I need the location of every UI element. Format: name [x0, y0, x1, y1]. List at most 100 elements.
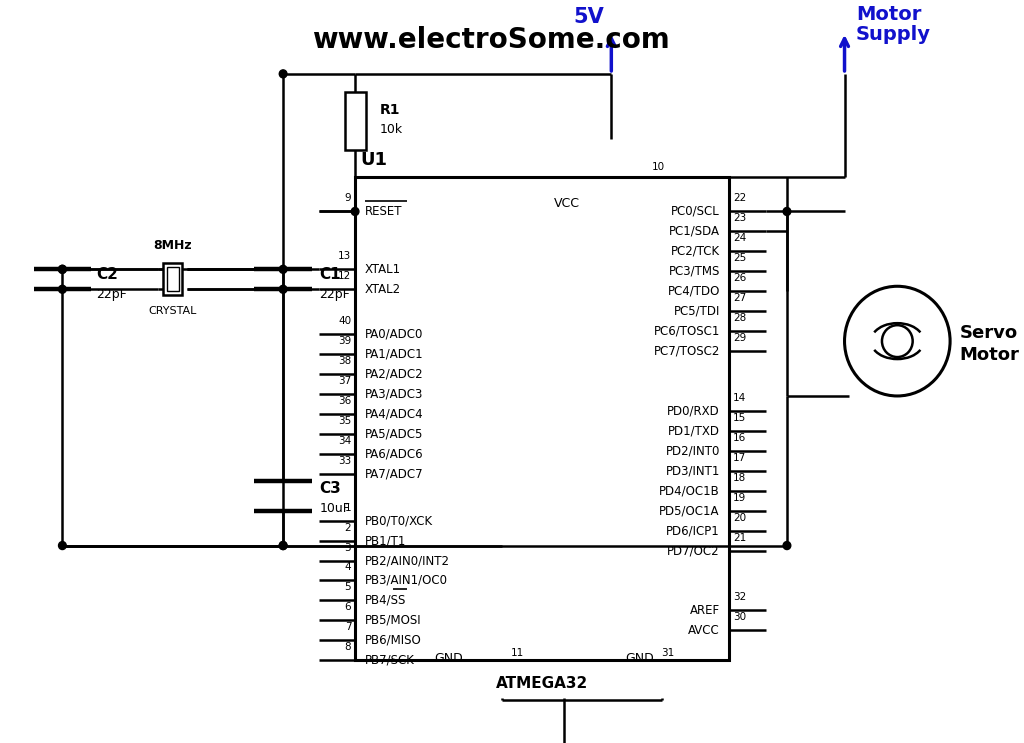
- Text: PA4/ADC4: PA4/ADC4: [365, 407, 423, 421]
- Text: 31: 31: [662, 648, 675, 658]
- Text: CRYSTAL: CRYSTAL: [148, 306, 197, 317]
- Text: PB5/MOSI: PB5/MOSI: [365, 614, 421, 627]
- Text: PA1/ADC1: PA1/ADC1: [365, 348, 423, 360]
- Text: 33: 33: [338, 455, 351, 466]
- Text: 18: 18: [733, 473, 746, 483]
- Text: PC3/TMS: PC3/TMS: [669, 265, 720, 278]
- Text: 37: 37: [338, 376, 351, 386]
- Text: PB6/MISO: PB6/MISO: [365, 634, 422, 647]
- Text: 4: 4: [345, 562, 351, 572]
- Text: 7: 7: [345, 623, 351, 632]
- Text: 32: 32: [733, 592, 746, 603]
- Text: 3: 3: [345, 542, 351, 553]
- Text: AREF: AREF: [689, 604, 720, 617]
- Text: 39: 39: [338, 336, 351, 346]
- Text: PB7/SCK: PB7/SCK: [365, 654, 415, 666]
- Text: 22pF: 22pF: [96, 288, 127, 301]
- Text: 11: 11: [511, 648, 524, 658]
- Text: Motor: Motor: [959, 346, 1020, 364]
- Text: AVCC: AVCC: [688, 624, 720, 637]
- Text: Motor: Motor: [856, 5, 922, 24]
- Text: PD2/INT0: PD2/INT0: [666, 444, 720, 457]
- Text: PA6/ADC6: PA6/ADC6: [365, 447, 423, 461]
- Bar: [167, 267, 178, 291]
- Text: VCC: VCC: [554, 196, 580, 210]
- Bar: [355, 177, 729, 661]
- Circle shape: [58, 285, 67, 293]
- Text: PC4/TDO: PC4/TDO: [668, 285, 720, 298]
- Text: 15: 15: [733, 413, 746, 423]
- Circle shape: [783, 207, 791, 215]
- Text: C3: C3: [319, 481, 341, 496]
- Bar: [163, 263, 182, 295]
- Text: 35: 35: [338, 416, 351, 426]
- Text: C1: C1: [319, 267, 341, 282]
- Text: PD4/OC1B: PD4/OC1B: [659, 484, 720, 497]
- Text: www.electroSome.com: www.electroSome.com: [312, 26, 671, 54]
- Circle shape: [845, 286, 950, 396]
- Text: 13: 13: [338, 251, 351, 262]
- Text: 34: 34: [338, 436, 351, 446]
- Circle shape: [58, 265, 67, 273]
- Text: R1: R1: [380, 103, 400, 117]
- Text: PB0/T0/XCK: PB0/T0/XCK: [365, 514, 433, 527]
- Text: PA2/ADC2: PA2/ADC2: [365, 368, 423, 380]
- Text: PD5/OC1A: PD5/OC1A: [659, 504, 720, 517]
- Text: PA5/ADC5: PA5/ADC5: [365, 427, 423, 441]
- Text: 1: 1: [345, 503, 351, 513]
- Text: 19: 19: [733, 493, 746, 503]
- Circle shape: [58, 542, 67, 550]
- Text: U1: U1: [359, 151, 387, 169]
- Text: 22: 22: [733, 193, 746, 204]
- Circle shape: [351, 207, 359, 215]
- Text: 40: 40: [338, 317, 351, 326]
- Text: RESET: RESET: [365, 205, 402, 218]
- Text: 36: 36: [338, 396, 351, 406]
- Text: 2: 2: [345, 522, 351, 533]
- Text: PC6/TOSC1: PC6/TOSC1: [653, 325, 720, 337]
- Text: PB3/AIN1/OC0: PB3/AIN1/OC0: [365, 574, 447, 587]
- Text: PC1/SDA: PC1/SDA: [669, 225, 720, 238]
- Text: PD3/INT1: PD3/INT1: [666, 464, 720, 477]
- Text: PD6/ICP1: PD6/ICP1: [666, 524, 720, 537]
- Text: PA0/ADC0: PA0/ADC0: [365, 328, 423, 340]
- Text: 16: 16: [733, 433, 746, 443]
- Text: XTAL1: XTAL1: [365, 263, 400, 276]
- Bar: [344, 92, 366, 149]
- Text: ATMEGA32: ATMEGA32: [496, 676, 589, 691]
- Text: 14: 14: [733, 393, 746, 403]
- Circle shape: [882, 325, 912, 357]
- Text: PB2/AIN0/INT2: PB2/AIN0/INT2: [365, 554, 450, 567]
- Text: 28: 28: [733, 313, 746, 323]
- Text: 8MHz: 8MHz: [154, 239, 193, 252]
- Text: 5: 5: [345, 583, 351, 592]
- Text: PB1/T1: PB1/T1: [365, 534, 407, 547]
- Text: 12: 12: [338, 271, 351, 282]
- Circle shape: [783, 542, 791, 550]
- Text: 21: 21: [733, 533, 746, 542]
- Text: XTAL2: XTAL2: [365, 283, 400, 296]
- Text: 23: 23: [733, 213, 746, 224]
- Text: 10: 10: [651, 161, 665, 172]
- Circle shape: [58, 265, 67, 273]
- Circle shape: [280, 542, 287, 550]
- Text: 5V: 5V: [572, 7, 603, 27]
- Text: 27: 27: [733, 293, 746, 303]
- Text: 8: 8: [345, 642, 351, 652]
- Text: PD0/RXD: PD0/RXD: [667, 404, 720, 418]
- Text: 38: 38: [338, 356, 351, 366]
- Text: 24: 24: [733, 233, 746, 244]
- Text: 10uF: 10uF: [319, 502, 350, 515]
- Text: C2: C2: [96, 267, 118, 282]
- Text: PD7/OC2: PD7/OC2: [668, 544, 720, 557]
- Text: PC5/TDI: PC5/TDI: [674, 305, 720, 318]
- Text: PC2/TCK: PC2/TCK: [671, 245, 720, 258]
- Text: 17: 17: [733, 452, 746, 463]
- Text: 20: 20: [733, 513, 746, 522]
- Text: 25: 25: [733, 253, 746, 263]
- Text: 22pF: 22pF: [319, 288, 350, 301]
- Text: 6: 6: [345, 603, 351, 612]
- Text: 9: 9: [345, 193, 351, 204]
- Text: GND: GND: [434, 652, 463, 665]
- Text: GND: GND: [626, 652, 654, 665]
